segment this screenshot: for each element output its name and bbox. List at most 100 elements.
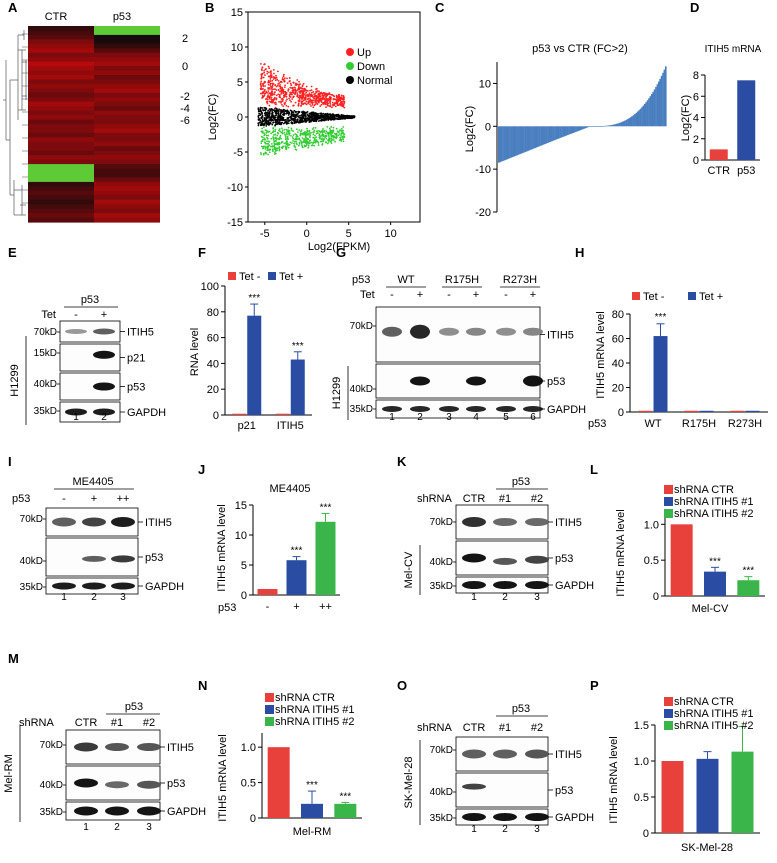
scatter-point — [288, 132, 290, 135]
blot-band — [65, 408, 87, 416]
waterfall-bar — [577, 126, 580, 131]
scatter-point — [260, 135, 263, 138]
blot-band — [525, 555, 549, 564]
scatter-point — [339, 103, 342, 105]
scatter-point — [279, 90, 281, 93]
scatter-point — [270, 145, 273, 148]
y-axis-label: RNA level — [189, 328, 201, 376]
waterfall-bar — [548, 126, 551, 143]
heatmap-cell — [94, 217, 160, 223]
y-tick-label: -20 — [475, 207, 491, 219]
scatter-point — [307, 97, 310, 100]
scatter-point — [315, 91, 318, 93]
scatter-point — [267, 79, 270, 82]
scatter-point — [269, 74, 272, 76]
x-tick-label: 10 — [385, 228, 397, 240]
scatter-point — [271, 79, 274, 82]
waterfall-bar — [622, 121, 625, 127]
scatter-point — [297, 86, 300, 89]
waterfall-bar — [586, 126, 589, 128]
scatter-point — [337, 134, 340, 137]
panel-E: 70kD ITIH5 15kD p21 40kD p53 35kD GAPDH 1 2 H1299 p… — [9, 294, 166, 425]
scatter-point — [319, 93, 322, 95]
waterfall-bar — [631, 116, 633, 127]
scatter-point — [328, 135, 330, 138]
blot-band — [462, 749, 486, 759]
scatter-point — [261, 72, 264, 75]
scatter-point — [342, 114, 345, 117]
scatter-point — [261, 95, 264, 97]
x-axis-label: Mel-CV — [692, 603, 729, 615]
y-tick-label: 6 — [693, 91, 699, 103]
cell-line-label: Mel-RM — [3, 754, 15, 793]
heatmap-cell — [94, 75, 160, 81]
bar — [334, 803, 357, 818]
scatter-point — [306, 110, 309, 113]
column-label: CTR — [75, 717, 98, 729]
waterfall-bar — [502, 126, 504, 162]
scatter-point — [293, 144, 296, 147]
scatter-point — [278, 149, 281, 152]
scatter-point — [334, 105, 337, 108]
blot-band — [74, 806, 98, 816]
scatter-point — [342, 104, 345, 107]
scatter-point — [283, 128, 286, 131]
y-tick-label: 0 — [213, 410, 219, 422]
scatter-point — [264, 88, 266, 91]
scatter-point — [278, 147, 280, 150]
legend-label: Up — [357, 47, 371, 59]
bar — [257, 589, 278, 595]
scatter-point — [309, 134, 312, 137]
scatter-point — [266, 102, 269, 105]
scatter-point — [263, 107, 266, 109]
waterfall-bar — [542, 126, 545, 145]
chart-title: ME4405 — [270, 483, 311, 495]
scatter-point — [300, 129, 303, 131]
scatter-point — [304, 93, 307, 95]
waterfall-bar — [663, 69, 666, 127]
panel-letter-L: L — [590, 462, 598, 477]
blot-band — [493, 557, 517, 565]
bar — [661, 761, 684, 833]
legend-swatch — [228, 272, 236, 280]
scatter-point — [288, 97, 291, 100]
row-label: shRNA — [417, 493, 453, 505]
scatter-point — [266, 111, 269, 114]
scatter-point — [261, 138, 264, 141]
waterfall-bar — [506, 126, 509, 160]
mw-marker: 40kD — [350, 384, 373, 395]
scatter-point — [332, 104, 334, 107]
y-tick-label: 0.5 — [644, 555, 659, 567]
heatmap-cell — [28, 159, 94, 165]
y-tick-label: 10 — [235, 530, 247, 542]
scatter-point — [303, 120, 305, 123]
heatmap-cell — [28, 39, 94, 45]
lane-number: 1 — [389, 412, 395, 423]
y-axis-label: ITIH5 mRNA level — [595, 311, 607, 398]
waterfall-bar — [596, 126, 598, 127]
y-tick-label: 60 — [612, 334, 624, 346]
waterfall-bar — [621, 121, 624, 127]
scatter-point — [280, 92, 283, 95]
blot-band — [462, 813, 486, 821]
legend-swatch — [664, 485, 673, 494]
mw-marker: 40kD — [40, 780, 63, 791]
bar — [275, 413, 290, 415]
scatter-point — [342, 97, 345, 100]
heatmap-cell — [28, 168, 94, 174]
bar — [696, 758, 719, 833]
waterfall-bar — [599, 126, 601, 127]
scatter-point — [268, 140, 271, 143]
scatter-point — [283, 80, 286, 82]
scatter-point — [304, 95, 307, 97]
scatter-point — [317, 142, 320, 144]
scatter-point — [310, 112, 312, 114]
scatter-point — [330, 116, 332, 118]
blot-band — [496, 406, 516, 412]
row-label: shRNA — [19, 717, 55, 729]
scatter-point — [296, 120, 299, 123]
waterfall-bar — [570, 126, 573, 134]
mw-marker: 15kD — [34, 348, 57, 359]
